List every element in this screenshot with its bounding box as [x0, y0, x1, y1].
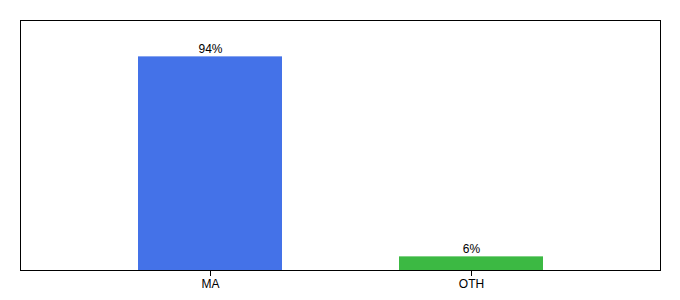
svg-text:94%: 94% — [198, 42, 222, 56]
svg-text:MA: MA — [202, 277, 220, 291]
svg-text:OTH: OTH — [459, 277, 484, 291]
svg-text:6%: 6% — [463, 242, 481, 256]
